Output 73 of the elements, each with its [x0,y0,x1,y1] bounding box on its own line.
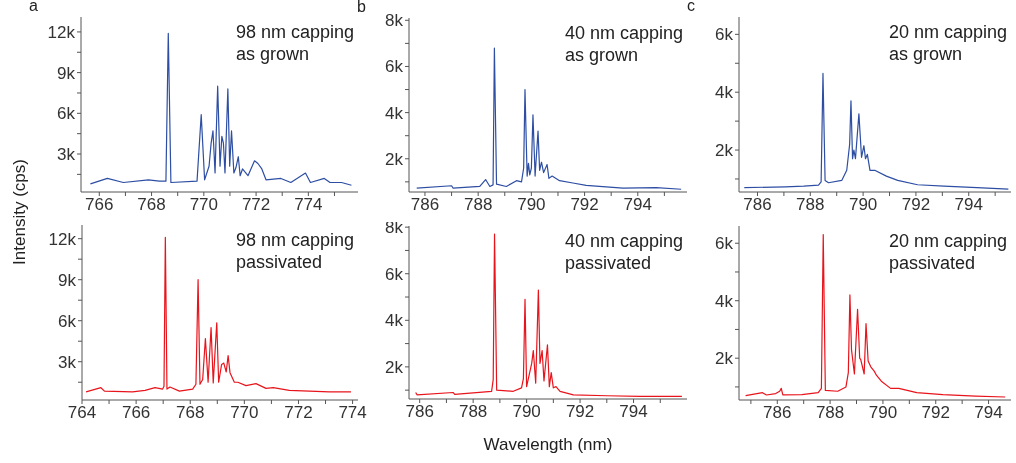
annotation: passivated [564,252,652,274]
y-tick-label: 4k [385,311,404,331]
x-tick-label: 766 [85,195,114,215]
y-tick-label: 2k [715,141,734,161]
x-tick-label: 794 [974,403,1003,423]
y-tick-label: 6k [57,104,76,124]
y-tick-label: 6k [385,57,404,77]
line-series [416,47,682,190]
annotation: as grown [564,44,639,66]
x-tick-label: 770 [189,195,219,215]
y-tick-label: 8k [385,11,404,31]
annotation: passivated [888,252,976,274]
x-tick-label: 772 [241,195,271,215]
line-series [745,234,1006,398]
x-tick-label: 788 [815,403,845,423]
y-tick-label: 2k [385,149,404,169]
x-tick-label: 768 [176,403,205,423]
annotation: 40 nm capping [564,230,683,252]
x-tick-label: 786 [405,402,434,422]
y-tick-label: 9k [57,63,76,83]
x-tick-label: 788 [463,195,493,215]
annotation: passivated [235,251,323,273]
chart-title: b [357,0,366,16]
annotation: 20 nm capping [888,230,1007,252]
y-tick-label: 2k [385,357,404,377]
y-tick-label: 6k [715,25,734,45]
y-tick-label: 4k [385,103,404,123]
x-tick-label: 792 [570,195,599,215]
x-tick-label: 790 [517,195,546,215]
x-tick-label: 792 [921,403,950,423]
annotation: as grown [888,43,963,65]
y-axis-title: Intensity (cps) [10,159,30,265]
line-series [415,233,683,398]
x-tick-label: 786 [743,195,772,215]
x-tick-label: 788 [458,402,488,422]
x-tick-label: 792 [901,195,931,215]
x-tick-label: 768 [137,195,166,215]
x-tick-label: 770 [230,403,259,423]
x-tick-label: 772 [284,403,313,423]
chart-title: c [687,0,695,15]
x-tick-label: 794 [954,195,983,215]
x-tick-label: 788 [796,195,825,215]
x-tick-label: 794 [623,195,652,215]
x-tick-label: 790 [848,195,878,215]
x-tick-label: 792 [565,402,595,422]
y-tick-label: 3k [57,145,76,165]
y-tick-label: 9k [58,270,77,290]
annotation: 40 nm capping [564,22,683,44]
line-series [743,72,1009,190]
y-tick-label: 6k [58,311,77,331]
annotation: 98 nm capping [235,21,354,43]
x-tick-label: 794 [619,402,648,422]
y-tick-label: 12k [47,22,76,42]
x-tick-label: 786 [763,403,792,423]
y-tick-label: 3k [58,352,77,372]
x-tick-label: 766 [121,403,151,423]
x-tick-label: 774 [338,403,367,423]
annotation: as grown [235,43,310,65]
x-axis-title: Wavelength (nm) [483,435,613,455]
x-tick-label: 764 [67,403,97,423]
x-tick-label: 786 [410,195,440,215]
y-tick-label: 12k [48,229,77,249]
y-tick-label: 4k [715,291,734,311]
y-tick-label: 4k [715,83,734,103]
x-tick-label: 790 [512,402,541,422]
x-tick-label: 774 [294,195,323,215]
annotation: 20 nm capping [888,21,1007,43]
y-tick-label: 6k [715,234,734,254]
chart-title: a [29,0,38,15]
x-tick-label: 790 [868,403,898,423]
annotation: 98 nm capping [235,229,354,251]
y-tick-label: 2k [715,349,734,369]
y-tick-label: 6k [385,264,404,284]
